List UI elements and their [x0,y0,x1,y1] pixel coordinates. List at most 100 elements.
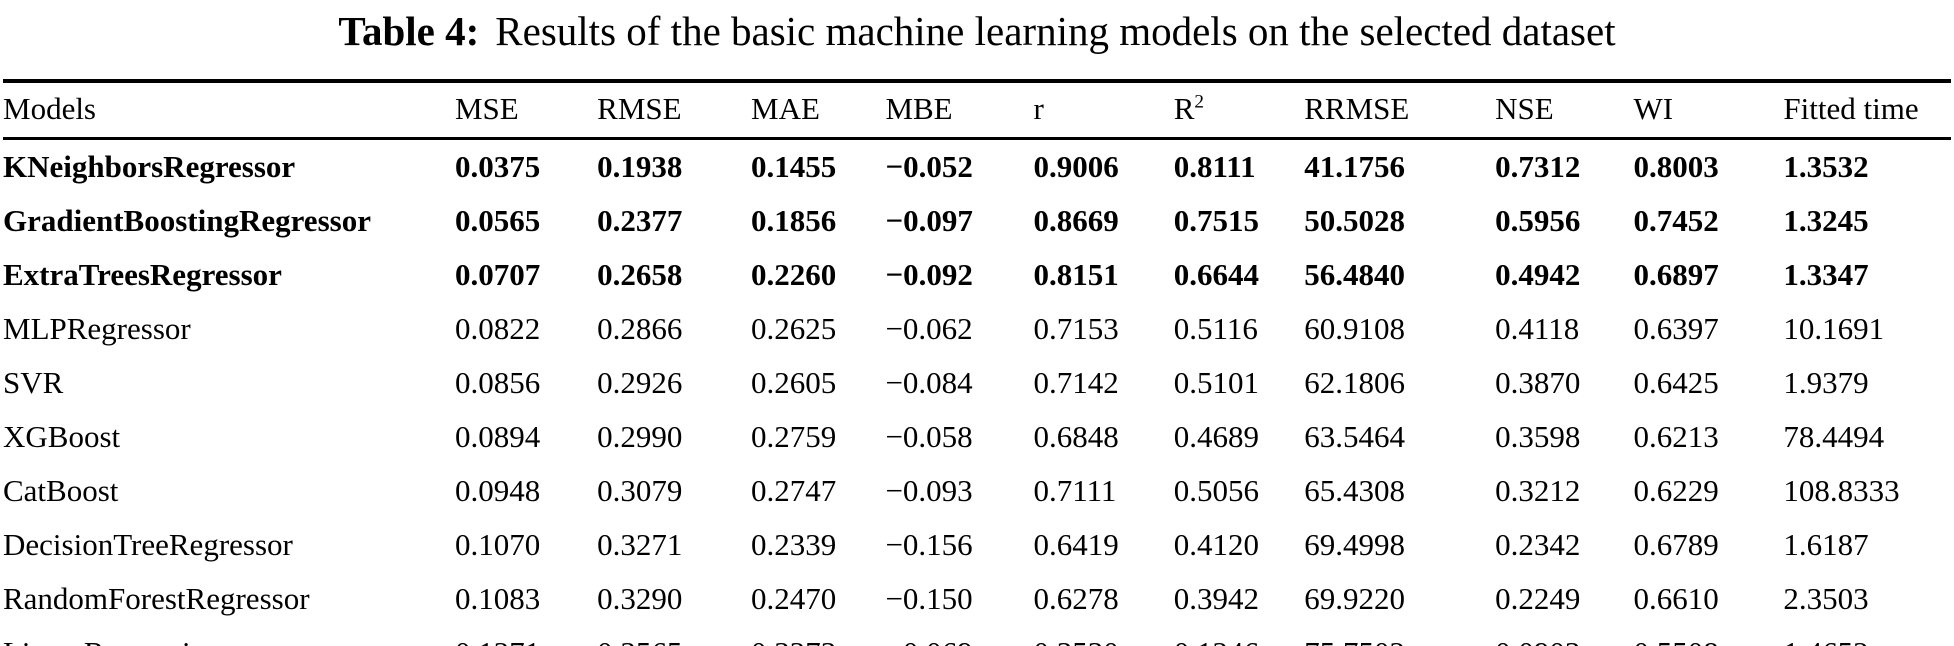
value-cell-mse: 0.1070 [454,527,541,563]
value-cell-rrmse: 41.1756 [1304,149,1405,185]
value-cell-mae: 0.2339 [751,527,837,563]
model-name-cell: CatBoost [3,473,119,509]
value-cell-rmse: 0.2377 [597,203,683,239]
column-header-models: Models [3,81,455,141]
results-table: Models MSE RMSE MAE MBE r R2 RRMSE NSE WI Fitted t… [3,79,1951,646]
value-cell-nse: 0.4118 [1495,311,1580,347]
value-cell-rmse: 0.1938 [597,149,683,185]
value-cell-mse: 0.0375 [454,149,541,185]
value-cell-nse: 0.3870 [1495,365,1581,401]
value-cell-r2: 0.5116 [1173,311,1258,347]
value-cell-rrmse: 63.5464 [1304,419,1405,455]
table-row-xgboost: XGBoost 0.0894 0.2990 0.2759 −0.058 0.6848 0.4… [3,410,1951,464]
value-cell-nse: 0.5956 [1495,203,1581,239]
value-cell-wi: 0.7452 [1633,203,1719,239]
value-cell-mae: 0.1856 [751,203,837,239]
value-cell-rmse: 0.2926 [597,365,683,401]
table-row-svr: SVR 0.0856 0.2926 0.2605 −0.084 0.7142 0.5101 6… [3,356,1951,410]
value-cell-r2: 0.1246 [1174,626,1305,646]
value-cell-mse: 0.0856 [454,365,541,401]
value-cell-r: 0.6278 [1033,581,1119,617]
value-cell-nse: 0.4942 [1495,257,1581,293]
value-cell-r: 0.6419 [1033,527,1119,563]
value-cell-rmse: 0.2990 [597,419,683,455]
value-cell-rrmse: 50.5028 [1304,203,1405,239]
value-cell-fitted-time: 1.6187 [1783,527,1869,563]
value-cell-r: 0.8669 [1033,203,1119,239]
value-cell-r2: 0.8111 [1173,149,1256,185]
value-cell-wi: 0.6229 [1633,473,1719,509]
value-cell-mbe: −0.092 [885,257,973,293]
value-cell-mse: 0.0948 [454,473,541,509]
value-cell-mse: 0.0894 [454,419,541,455]
value-cell-fitted-time: 1.3347 [1783,257,1869,293]
model-name-cell: XGBoost [3,419,121,455]
value-cell-mbe: −0.150 [885,581,973,617]
value-cell-fitted-time: 1.4652 [1783,626,1951,646]
table-row-gradientboostingregressor: GradientBoostingRegressor 0.0565 0.2377 0.1… [3,194,1951,248]
value-cell-fitted-time: 1.9379 [1783,365,1869,401]
value-cell-fitted-time: 1.3532 [1783,149,1869,185]
value-cell-mae: 0.2625 [751,311,837,347]
column-header-r2: R2 [1173,81,1305,141]
value-cell-mbe: −0.084 [885,365,973,401]
value-cell-nse: 0.2249 [1495,581,1581,617]
value-cell-rmse: 0.2866 [597,311,683,347]
model-name-cell: GradientBoostingRegressor [3,203,371,239]
value-cell-r: 0.7153 [1033,311,1119,347]
value-cell-mae: 0.2605 [751,365,837,401]
value-cell-nse: 0.3598 [1495,419,1581,455]
value-cell-r: 0.6848 [1033,419,1119,455]
value-cell-rrmse: 56.4840 [1304,257,1405,293]
value-cell-wi: 0.5508 [1633,626,1783,646]
table-caption-text: Results of the basic machine learning mo… [495,8,1616,54]
value-cell-mse: 0.0822 [454,311,541,347]
table-row-catboost: CatBoost 0.0948 0.3079 0.2747 −0.093 0.7111 0.… [3,464,1951,518]
value-cell-mae: 0.1455 [751,149,837,185]
table-row-randomforestregressor: RandomForestRegressor 0.1083 0.3290 0.2470 −… [3,572,1951,626]
model-name-cell: SVR [3,365,64,401]
column-header-superscript: 2 [1194,91,1205,113]
column-header-rmse: RMSE [597,81,752,141]
value-cell-r: 0.3530 [1033,626,1173,646]
column-header-mse: MSE [454,81,598,141]
value-cell-mse: 0.0565 [454,203,541,239]
value-cell-r: 0.7111 [1033,473,1117,509]
value-cell-mbe: −0.156 [885,527,973,563]
value-cell-mae: 0.2260 [751,257,837,293]
value-cell-nse: 0.0903 [1495,626,1633,646]
model-name-cell: LinearRegression [3,626,455,646]
value-cell-mbe: −0.097 [885,203,973,239]
value-cell-r2: 0.7515 [1173,203,1259,239]
value-cell-r2: 0.3942 [1173,581,1259,617]
value-cell-mbe: −0.062 [885,311,973,347]
column-header-wi: WI [1633,81,1784,141]
value-cell-nse: 0.7312 [1495,149,1581,185]
value-cell-wi: 0.6789 [1633,527,1719,563]
column-header-fitted-time: Fitted time [1783,81,1951,141]
table-row-decisiontreeregressor: DecisionTreeRegressor 0.1070 0.3271 0.2339 −… [3,518,1951,572]
value-cell-rmse: 0.3565 [597,626,751,646]
value-cell-rrmse: 69.4998 [1304,527,1405,563]
table-row-kneighborsregressor: KNeighborsRegressor 0.0375 0.1938 0.1455 −0.… [3,139,1951,195]
value-cell-wi: 0.6213 [1633,419,1719,455]
value-cell-wi: 0.6897 [1633,257,1719,293]
column-header-nse: NSE [1495,81,1634,141]
value-cell-wi: 0.6397 [1633,311,1719,347]
table-row-extratreesregressor: ExtraTreesRegressor 0.0707 0.2658 0.2260 −0.… [3,248,1951,302]
column-header-r: r [1033,81,1174,141]
value-cell-rmse: 0.3271 [597,527,683,563]
value-cell-r2: 0.4120 [1173,527,1259,563]
value-cell-rrmse: 65.4308 [1304,473,1405,509]
value-cell-nse: 0.3212 [1495,473,1581,509]
table-caption: Table 4: Results of the basic machine lea… [3,8,1951,55]
value-cell-mbe: −0.058 [885,419,973,455]
value-cell-r2: 0.5101 [1173,365,1259,401]
value-cell-rmse: 0.2658 [597,257,683,293]
value-cell-fitted-time: 78.4494 [1783,419,1885,455]
header-row: Models MSE RMSE MAE MBE r R2 RRMSE NSE WI Fitted t… [3,81,1951,141]
model-name-cell: KNeighborsRegressor [3,149,296,185]
value-cell-rrmse: 62.1806 [1304,365,1405,401]
value-cell-wi: 0.8003 [1633,149,1719,185]
value-cell-mbe: −0.093 [885,473,973,509]
